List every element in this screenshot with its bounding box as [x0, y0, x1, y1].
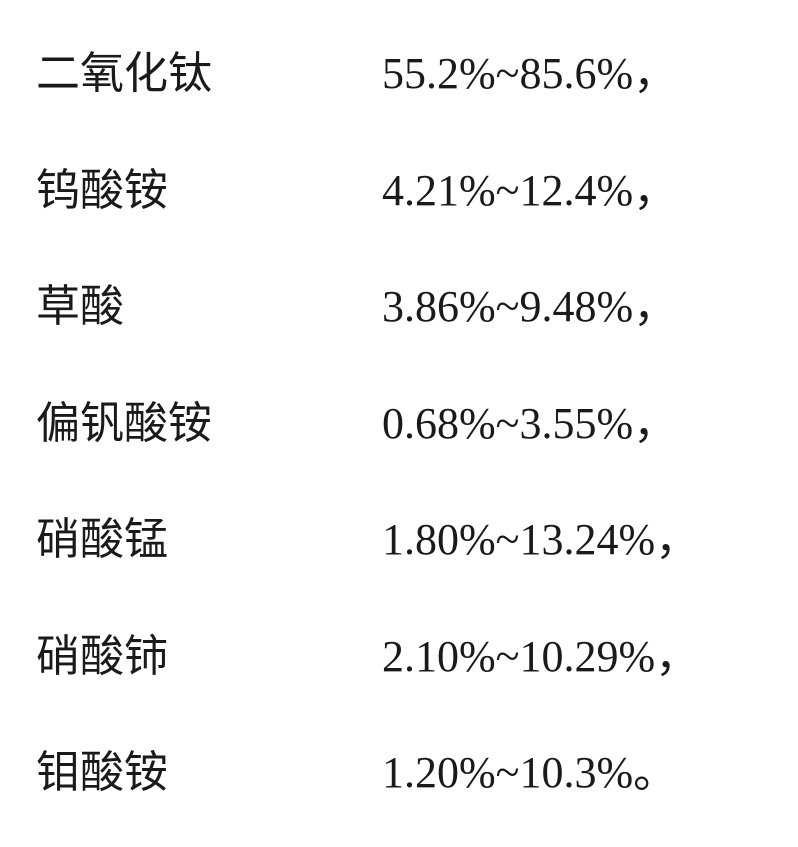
compound-label: 偏钒酸铵: [36, 380, 382, 468]
compound-value: 0.68%~3.55%，: [382, 380, 677, 468]
table-row: 草酸 3.86%~9.48%，: [36, 263, 770, 351]
table-row: 钼酸铵 1.20%~10.3%。: [36, 729, 770, 817]
compound-value: 2.10%~10.29%，: [382, 613, 699, 701]
compound-label: 二氧化钛: [36, 30, 382, 118]
compound-value: 55.2%~85.6%，: [382, 30, 677, 118]
compound-value: 4.21%~12.4%，: [382, 147, 677, 235]
compound-label: 草酸: [36, 263, 382, 351]
compound-value: 1.80%~13.24%，: [382, 496, 699, 584]
compound-label: 硝酸铈: [36, 613, 382, 701]
compound-label: 硝酸锰: [36, 496, 382, 584]
table-row: 二氧化钛 55.2%~85.6%，: [36, 30, 770, 118]
compound-value: 3.86%~9.48%，: [382, 263, 677, 351]
table-row: 偏钒酸铵 0.68%~3.55%，: [36, 380, 770, 468]
table-row: 钨酸铵 4.21%~12.4%，: [36, 147, 770, 235]
compound-label: 钼酸铵: [36, 729, 382, 817]
table-row: 硝酸铈 2.10%~10.29%，: [36, 613, 770, 701]
table-row: 硝酸锰 1.80%~13.24%，: [36, 496, 770, 584]
composition-table: 二氧化钛 55.2%~85.6%， 钨酸铵 4.21%~12.4%， 草酸 3.…: [0, 0, 798, 847]
compound-label: 钨酸铵: [36, 147, 382, 235]
compound-value: 1.20%~10.3%。: [382, 729, 677, 817]
